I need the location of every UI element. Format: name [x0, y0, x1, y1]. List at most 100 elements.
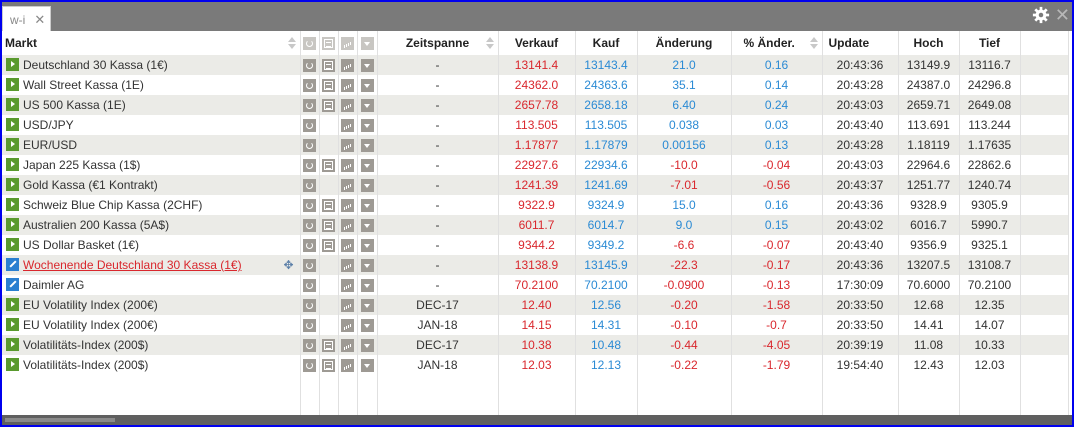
market-name-cell[interactable]: Australien 200 Kassa (5A$): [2, 215, 301, 235]
chart-icon[interactable]: [341, 259, 354, 273]
market-name-cell[interactable]: EUR/USD: [2, 135, 301, 155]
refresh-icon[interactable]: [303, 299, 316, 313]
table-row[interactable]: US Dollar Basket (1€) -9344.2 9349.2 -6.6 -0…: [2, 235, 1069, 255]
chart-cell[interactable]: [338, 95, 358, 115]
refresh-cell[interactable]: [300, 195, 320, 215]
column-header-zeitspanne[interactable]: Zeitspanne: [377, 31, 499, 55]
table-row[interactable]: Volatilitäts-Index (200$) JAN-18 12.03 12.1…: [2, 355, 1069, 375]
chart-icon[interactable]: [341, 179, 354, 193]
menu-cell[interactable]: [357, 215, 378, 235]
verkauf-cell[interactable]: 70.2100: [498, 275, 576, 295]
table-row[interactable]: Daimler AG -70.2100 70.2100 -0.0900 -0.13 17:…: [2, 275, 1069, 295]
chart-cell[interactable]: [338, 215, 358, 235]
menu-cell[interactable]: [357, 195, 378, 215]
news-icon[interactable]: [322, 37, 335, 51]
verkauf-cell[interactable]: 2657.78: [498, 95, 576, 115]
column-header-pct-aenderung[interactable]: % Änder.: [731, 31, 823, 55]
refresh-cell[interactable]: [300, 335, 320, 355]
market-name-cell[interactable]: Gold Kassa (€1 Kontrakt): [2, 175, 301, 195]
verkauf-cell[interactable]: 9344.2: [498, 235, 576, 255]
table-row[interactable]: Wall Street Kassa (1E) -24362.0 24363.6 35.…: [2, 75, 1069, 95]
horizontal-scrollbar[interactable]: [2, 415, 1072, 425]
table-row[interactable]: EU Volatility Index (200€) JAN-18 14.15 14.…: [2, 315, 1069, 335]
market-name-cell[interactable]: USD/JPY: [2, 115, 301, 135]
verkauf-cell[interactable]: 10.38: [498, 335, 576, 355]
refresh-cell[interactable]: [300, 235, 320, 255]
chart-cell[interactable]: [338, 75, 358, 95]
market-name-cell[interactable]: Wall Street Kassa (1E): [2, 75, 301, 95]
column-header-hoch[interactable]: Hoch: [898, 31, 960, 55]
table-row[interactable]: EU Volatility Index (200€) DEC-17 12.40 12.…: [2, 295, 1069, 315]
chart-cell[interactable]: [338, 175, 358, 195]
kauf-cell[interactable]: 6014.7: [575, 215, 638, 235]
market-name-cell[interactable]: US Dollar Basket (1€): [2, 235, 301, 255]
menu-cell[interactable]: [357, 335, 378, 355]
refresh-icon[interactable]: [303, 219, 316, 233]
chart-cell[interactable]: [338, 315, 358, 335]
dropdown-icon[interactable]: [360, 219, 374, 233]
sort-icon[interactable]: [485, 37, 494, 50]
kauf-cell[interactable]: 2658.18: [575, 95, 638, 115]
dropdown-icon[interactable]: [360, 37, 374, 51]
news-icon[interactable]: [322, 79, 335, 93]
market-name-cell[interactable]: EU Volatility Index (200€): [2, 315, 301, 335]
edit-icon[interactable]: [6, 258, 19, 271]
chart-icon[interactable]: [341, 299, 354, 313]
play-icon[interactable]: [6, 98, 19, 111]
news-cell[interactable]: [319, 335, 339, 355]
verkauf-cell[interactable]: 1241.39: [498, 175, 576, 195]
kauf-cell[interactable]: 12.13: [575, 355, 638, 375]
verkauf-cell[interactable]: 1.17877: [498, 135, 576, 155]
refresh-icon[interactable]: [303, 99, 316, 113]
refresh-icon[interactable]: [303, 279, 316, 293]
tab-close-icon[interactable]: ✕: [34, 12, 46, 27]
refresh-cell[interactable]: [300, 275, 320, 295]
column-header-refresh[interactable]: [300, 31, 320, 55]
table-row[interactable]: Deutschland 30 Kassa (1€) -13141.4 13143.4…: [2, 55, 1069, 75]
verkauf-cell[interactable]: 113.505: [498, 115, 576, 135]
column-header-verkauf[interactable]: Verkauf: [498, 31, 576, 55]
chart-cell[interactable]: [338, 235, 358, 255]
dropdown-icon[interactable]: [360, 259, 374, 273]
refresh-icon[interactable]: [303, 79, 316, 93]
news-icon[interactable]: [322, 239, 335, 253]
play-icon[interactable]: [6, 178, 19, 191]
chart-cell[interactable]: [338, 195, 358, 215]
chart-icon[interactable]: [341, 139, 354, 153]
kauf-cell[interactable]: 113.505: [575, 115, 638, 135]
news-icon[interactable]: [322, 359, 335, 373]
dropdown-icon[interactable]: [360, 319, 374, 333]
refresh-cell[interactable]: [300, 255, 320, 275]
refresh-icon[interactable]: [303, 319, 316, 333]
market-name-cell[interactable]: EU Volatility Index (200€): [2, 295, 301, 315]
dropdown-icon[interactable]: [360, 239, 374, 253]
refresh-cell[interactable]: [300, 175, 320, 195]
menu-cell[interactable]: [357, 315, 378, 335]
column-header-markt[interactable]: Markt: [2, 31, 301, 55]
news-icon[interactable]: [322, 339, 335, 353]
dropdown-icon[interactable]: [360, 199, 374, 213]
refresh-cell[interactable]: [300, 95, 320, 115]
chart-icon[interactable]: [341, 59, 354, 73]
chart-icon[interactable]: [341, 219, 354, 233]
menu-cell[interactable]: [357, 275, 378, 295]
verkauf-cell[interactable]: 24362.0: [498, 75, 576, 95]
menu-cell[interactable]: [357, 115, 378, 135]
refresh-cell[interactable]: [300, 215, 320, 235]
verkauf-cell[interactable]: 9322.9: [498, 195, 576, 215]
dropdown-icon[interactable]: [360, 119, 374, 133]
refresh-cell[interactable]: [300, 115, 320, 135]
menu-cell[interactable]: [357, 155, 378, 175]
chart-cell[interactable]: [338, 295, 358, 315]
edit-icon[interactable]: [6, 278, 19, 291]
verkauf-cell[interactable]: 13141.4: [498, 55, 576, 75]
table-row[interactable]: Schweiz Blue Chip Kassa (2CHF) -9322.9 932…: [2, 195, 1069, 215]
table-row[interactable]: Wochenende Deutschland 30 Kassa (1€) ✥ -13…: [2, 255, 1069, 275]
play-icon[interactable]: [6, 338, 19, 351]
verkauf-cell[interactable]: 13138.9: [498, 255, 576, 275]
chart-icon[interactable]: [341, 279, 354, 293]
kauf-cell[interactable]: 9349.2: [575, 235, 638, 255]
refresh-icon[interactable]: [303, 199, 316, 213]
news-cell[interactable]: [319, 235, 339, 255]
column-header-menu[interactable]: [357, 31, 378, 55]
